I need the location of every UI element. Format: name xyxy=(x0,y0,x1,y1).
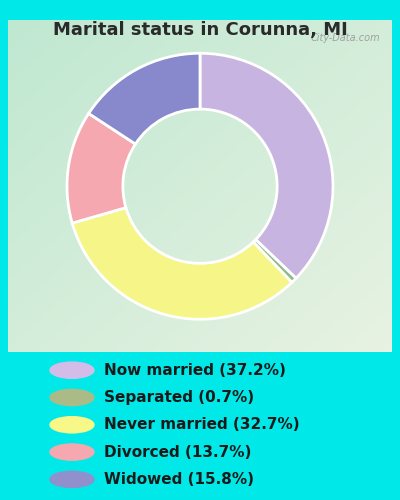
Text: Marital status in Corunna, MI: Marital status in Corunna, MI xyxy=(53,21,347,39)
Wedge shape xyxy=(200,53,333,278)
Circle shape xyxy=(50,444,94,460)
Text: Never married (32.7%): Never married (32.7%) xyxy=(104,418,300,432)
Text: Widowed (15.8%): Widowed (15.8%) xyxy=(104,472,254,487)
Text: City-Data.com: City-Data.com xyxy=(311,34,380,43)
Circle shape xyxy=(50,362,94,378)
Text: Separated (0.7%): Separated (0.7%) xyxy=(104,390,254,405)
Circle shape xyxy=(50,390,94,406)
Wedge shape xyxy=(72,208,292,319)
Text: Now married (37.2%): Now married (37.2%) xyxy=(104,362,286,378)
Wedge shape xyxy=(253,240,296,282)
Circle shape xyxy=(50,416,94,433)
Wedge shape xyxy=(89,53,200,144)
Wedge shape xyxy=(67,114,136,223)
Circle shape xyxy=(50,471,94,488)
Text: Divorced (13.7%): Divorced (13.7%) xyxy=(104,444,251,460)
